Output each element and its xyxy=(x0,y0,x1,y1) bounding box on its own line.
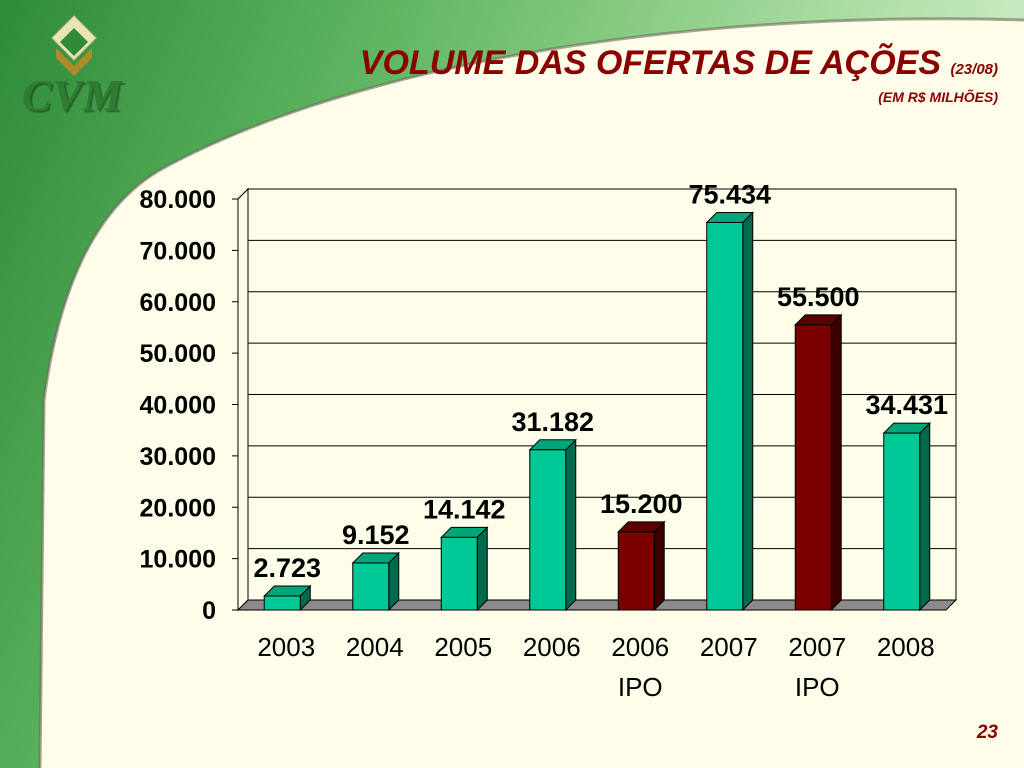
data-label: 34.431 xyxy=(865,390,948,420)
data-label: 55.500 xyxy=(777,282,860,312)
cvm-logo-icon xyxy=(51,15,97,76)
plot-side-wall xyxy=(237,187,249,612)
title-text: VOLUME DAS OFERTAS DE AÇÕES xyxy=(359,44,942,82)
data-label: 9.152 xyxy=(342,520,410,550)
bar xyxy=(706,221,744,611)
y-tick-label: 80.000 xyxy=(140,186,216,214)
x-tick-label: 2003 xyxy=(257,632,315,662)
x-tick-label: IPO xyxy=(618,672,663,702)
x-tick-label: 2007 xyxy=(700,632,758,662)
bar xyxy=(263,595,301,611)
data-label: 14.142 xyxy=(423,494,506,524)
y-tick-label: 30.000 xyxy=(140,443,216,471)
logo-text: CVM xyxy=(22,71,123,120)
title-date: (23/08) xyxy=(950,61,998,78)
y-tick-label: 0 xyxy=(202,597,216,625)
x-tick-label: 2004 xyxy=(346,632,404,662)
bar-side xyxy=(476,526,488,612)
data-label: 2.723 xyxy=(253,553,321,583)
data-label: 75.434 xyxy=(688,179,771,209)
bar-side xyxy=(919,421,931,612)
data-label: 31.182 xyxy=(511,407,594,437)
x-tick-label: 2005 xyxy=(434,632,492,662)
y-tick-label: 10.000 xyxy=(140,546,216,574)
y-tick-label: 20.000 xyxy=(140,494,216,522)
bar xyxy=(617,531,655,611)
page-number: 23 xyxy=(976,722,998,743)
data-label: 15.200 xyxy=(600,489,683,519)
x-tick-label: 2006 xyxy=(611,632,669,662)
bar xyxy=(883,432,921,611)
y-tick-label: 70.000 xyxy=(140,237,216,265)
x-tick-label: 2006 xyxy=(523,632,581,662)
x-tick-label: 2007 xyxy=(788,632,846,662)
bar xyxy=(352,562,390,611)
bar xyxy=(529,449,567,611)
plot-floor xyxy=(236,599,958,611)
y-tick-label: 60.000 xyxy=(140,289,216,317)
y-tick-label: 40.000 xyxy=(140,392,216,420)
bar-side xyxy=(565,438,577,612)
bar-side xyxy=(830,313,842,612)
y-tick-label: 50.000 xyxy=(140,340,216,368)
slide-title: VOLUME DAS OFERTAS DE AÇÕES (23/08) xyxy=(360,44,998,83)
bar xyxy=(440,536,478,611)
bar-side xyxy=(653,520,665,612)
x-tick-label: IPO xyxy=(795,672,840,702)
bar-side xyxy=(742,211,754,612)
x-tick-label: 2008 xyxy=(877,632,935,662)
slide-subtitle: (EM R$ MILHÕES) xyxy=(878,89,998,105)
bar xyxy=(794,324,832,611)
